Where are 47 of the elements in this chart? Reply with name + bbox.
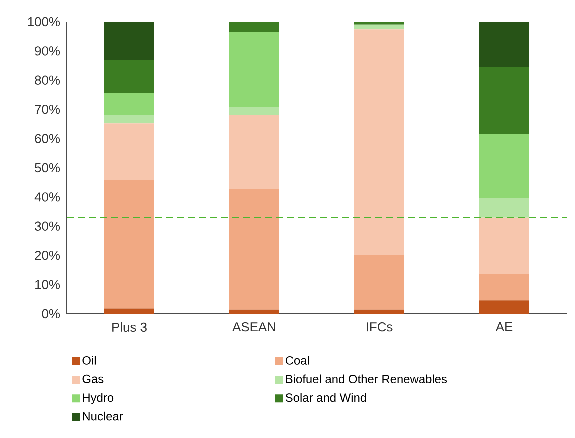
bar	[230, 22, 280, 33]
bar	[480, 198, 530, 218]
y-tick-label: 0%	[42, 309, 60, 319]
bar	[104, 115, 154, 124]
x-tick-label: AE	[496, 322, 513, 332]
bar	[354, 24, 405, 30]
bar	[480, 67, 530, 134]
y-tick-label: 20%	[35, 251, 60, 260]
bar	[480, 134, 530, 198]
bar	[230, 310, 280, 314]
bar	[354, 310, 405, 314]
y-tick-label: 10%	[36, 280, 60, 290]
bar	[104, 124, 154, 180]
legend-label: Hydro	[83, 393, 114, 404]
legend-label: Biofuel and Other Renewables	[286, 374, 448, 384]
bar	[480, 22, 530, 68]
bar	[104, 308, 154, 314]
x-tick-label: ASEAN	[232, 322, 276, 332]
y-tick-label: 100%	[28, 17, 60, 27]
bar	[354, 22, 405, 25]
bar	[480, 274, 530, 301]
bar	[230, 115, 280, 190]
legend-label: Solar and Wind	[286, 393, 366, 402]
y-tick-label: 90%	[35, 46, 60, 56]
y-tick-label: 40%	[34, 192, 60, 202]
x-tick-label: IFCs	[367, 322, 393, 332]
y-tick-label: 30%	[35, 222, 60, 231]
legend-label: Coal	[286, 356, 310, 365]
bar	[104, 180, 154, 309]
bar	[354, 30, 405, 256]
bar	[104, 22, 154, 60]
y-tick-label: 80%	[35, 76, 60, 85]
y-tick-label: 60%	[35, 134, 60, 144]
bar	[480, 218, 530, 274]
legend-label: Nuclear	[83, 412, 124, 421]
bar	[480, 300, 530, 314]
bar	[104, 60, 154, 93]
legend-label: Gas	[82, 374, 104, 384]
bar	[104, 92, 154, 116]
legend-label: Oil	[82, 356, 96, 365]
bar	[230, 189, 280, 310]
y-tick-label: 50%	[35, 163, 60, 173]
y-tick-label: 70%	[35, 105, 60, 114]
bar	[354, 255, 405, 310]
bar	[230, 106, 280, 116]
x-tick-label: Plus 3	[112, 322, 147, 332]
bar	[230, 32, 280, 107]
